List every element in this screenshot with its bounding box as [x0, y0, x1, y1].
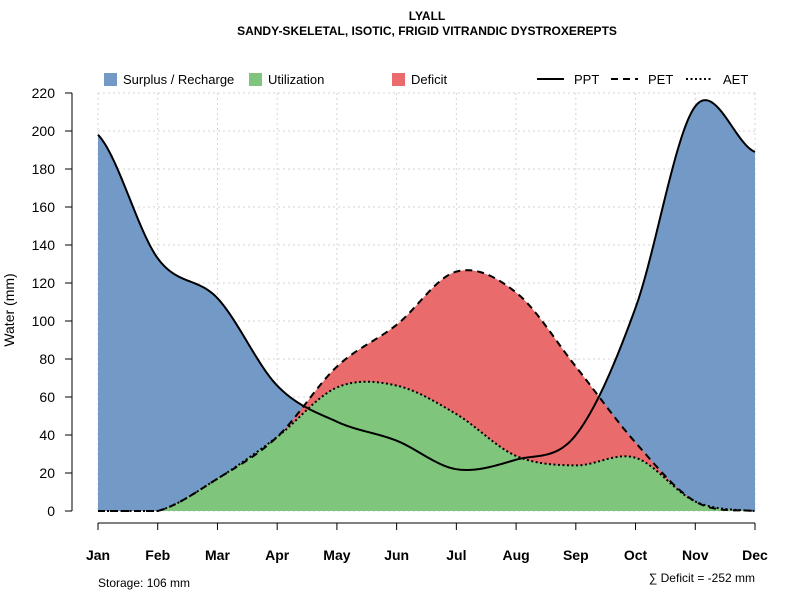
x-tick-label-apr: Apr	[265, 547, 290, 563]
x-tick-label-may: May	[323, 547, 350, 563]
legend-item-aet: AET	[686, 72, 748, 87]
x-tick-label-oct: Oct	[624, 547, 648, 563]
series-line-ppt	[97, 99, 756, 471]
x-tick-label-jan: Jan	[86, 547, 110, 563]
y-tick-label: 0	[47, 503, 55, 519]
storage-annotation: Storage: 106 mm	[98, 576, 190, 590]
y-tick-label: 40	[39, 427, 55, 443]
legend-label: Utilization	[268, 72, 324, 87]
deficit-annotation: ∑ Deficit = -252 mm	[649, 571, 755, 585]
legend-label: PET	[648, 72, 673, 87]
x-tick-label-feb: Feb	[145, 547, 170, 563]
chart-subtitle: SANDY-SKELETAL, ISOTIC, FRIGID VITRANDIC…	[237, 24, 617, 38]
y-tick-label: 180	[32, 161, 56, 177]
area-utilization	[98, 381, 755, 511]
x-axis: Jan Feb Mar Apr May Jun Jul Aug Sep Oct Nov Dec	[86, 522, 768, 563]
legend-swatch	[392, 73, 405, 86]
legend-item-ppt: PPT	[537, 72, 599, 87]
y-axis: 0 20 40 60 80 100 120 140 160 180 200 220	[32, 85, 73, 519]
y-tick-label: 200	[32, 123, 56, 139]
legend-swatch	[104, 73, 117, 86]
y-tick-label: 160	[32, 199, 56, 215]
lines	[97, 99, 756, 512]
legend-item-deficit: Deficit	[392, 72, 448, 87]
x-tick-label-sep: Sep	[563, 547, 589, 563]
legend: Surplus / Recharge Utilization Deficit PPT P…	[104, 72, 748, 87]
legend-label: Surplus / Recharge	[123, 72, 234, 87]
areas	[98, 100, 755, 512]
chart-title: LYALL	[409, 9, 445, 23]
y-tick-label: 120	[32, 275, 56, 291]
y-axis-title: Water (mm)	[1, 273, 17, 346]
legend-swatch	[249, 73, 262, 86]
legend-item-utilization: Utilization	[249, 72, 324, 87]
x-tick-label-jul: Jul	[446, 547, 466, 563]
x-tick-label-aug: Aug	[502, 547, 529, 563]
x-tick-label-nov: Nov	[682, 547, 709, 563]
y-tick-label: 100	[32, 313, 56, 329]
series-line-pet	[98, 269, 756, 512]
legend-item-pet: PET	[611, 72, 673, 87]
y-tick-label: 80	[39, 351, 55, 367]
x-tick-label-mar: Mar	[205, 547, 230, 563]
x-tick-label-jun: Jun	[384, 547, 409, 563]
legend-label: Deficit	[411, 72, 448, 87]
legend-label: AET	[723, 72, 748, 87]
area-surplus-recharge	[98, 100, 755, 512]
legend-label: PPT	[574, 72, 599, 87]
y-tick-label: 140	[32, 237, 56, 253]
y-tick-label: 20	[39, 465, 55, 481]
y-tick-label: 60	[39, 389, 55, 405]
legend-item-surplus-recharge: Surplus / Recharge	[104, 72, 234, 87]
y-tick-label: 220	[32, 85, 56, 101]
x-tick-label-dec: Dec	[742, 547, 768, 563]
